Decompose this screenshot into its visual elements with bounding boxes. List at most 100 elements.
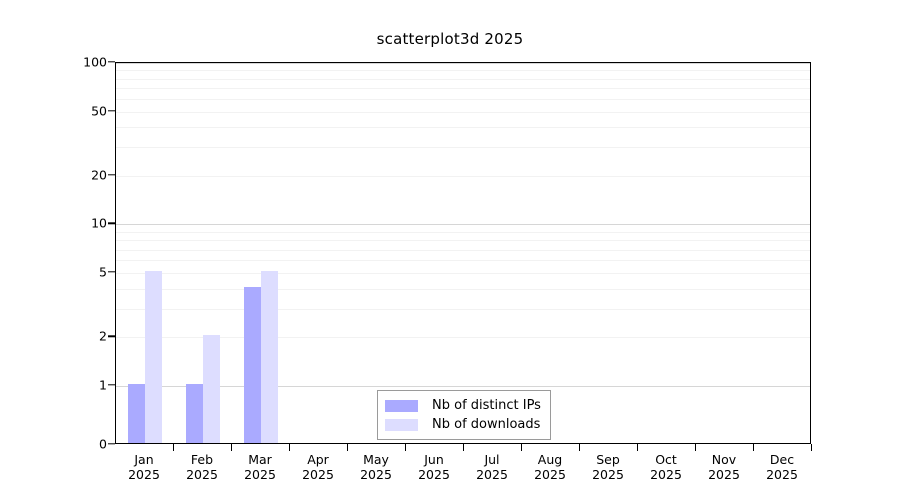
plot-inner <box>116 63 810 443</box>
x-tick-mark <box>463 444 465 451</box>
y-tick-mark <box>108 335 115 338</box>
gridline <box>116 70 810 72</box>
bar-downloads-mar <box>261 271 279 443</box>
y-tick-mark <box>108 271 115 273</box>
y-tick-mark <box>108 222 115 225</box>
x-tick-label: Oct 2025 <box>650 452 682 482</box>
gridline <box>116 127 810 129</box>
x-tick-label-line: 2025 <box>302 467 334 482</box>
y-tick-mark <box>108 443 115 445</box>
x-tick-label: Mar 2025 <box>244 452 276 482</box>
x-tick-label-line: Sep <box>596 452 620 467</box>
gridline <box>116 385 810 387</box>
gridline <box>116 249 810 251</box>
bar-ips-mar <box>243 286 261 443</box>
x-tick-label: Feb 2025 <box>186 452 218 482</box>
y-tick-label: 100 <box>83 54 107 70</box>
x-tick-label: Apr 2025 <box>302 452 334 482</box>
legend: Nb of distinct IPs Nb of downloads <box>377 390 551 440</box>
bar-downloads-jan <box>145 271 163 443</box>
x-tick-mark <box>811 444 813 451</box>
x-tick-label-line: 2025 <box>766 467 798 482</box>
bar-ips-feb <box>185 383 203 443</box>
x-tick-label-line: May <box>363 452 389 467</box>
gridline <box>116 147 810 149</box>
x-tick-label: May 2025 <box>360 452 392 482</box>
x-tick-label-line: 2025 <box>534 467 566 482</box>
bar-downloads-feb <box>203 335 221 443</box>
legend-item: Nb of downloads <box>385 415 541 434</box>
x-tick-label: Sep 2025 <box>592 452 624 482</box>
gridline <box>116 240 810 242</box>
bar-ips-jan <box>127 383 145 443</box>
x-tick-label-line: Feb <box>190 452 214 467</box>
y-tick-label: 50 <box>91 103 107 119</box>
legend-label: Nb of distinct IPs <box>432 398 541 413</box>
legend-swatch <box>385 399 418 412</box>
gridline <box>116 231 810 233</box>
plot-area <box>115 62 811 444</box>
y-tick-label: 20 <box>91 167 107 183</box>
x-tick-mark <box>405 444 407 451</box>
x-tick-mark <box>637 444 639 451</box>
legend-item: Nb of distinct IPs <box>385 396 541 415</box>
x-tick-label-line: 2025 <box>708 467 740 482</box>
x-tick-label-line: Apr <box>307 452 329 467</box>
x-tick-label-line: 2025 <box>128 467 160 482</box>
gridline <box>116 337 810 339</box>
gridline <box>116 78 810 80</box>
x-tick-label-line: 2025 <box>360 467 392 482</box>
gridline <box>116 308 810 310</box>
x-tick-mark <box>231 444 233 451</box>
x-tick-mark <box>579 444 581 451</box>
x-tick-label-line: Aug <box>537 452 563 467</box>
gridline <box>116 224 810 226</box>
x-tick-label: Dec 2025 <box>766 452 798 482</box>
page-title: scatterplot3d 2025 <box>376 30 524 48</box>
x-tick-label-line: Mar <box>248 452 272 467</box>
x-tick-label-line: Oct <box>655 452 677 467</box>
x-tick-mark <box>173 444 175 451</box>
y-tick-label: 1 <box>99 377 107 393</box>
legend-swatch <box>385 418 418 431</box>
x-tick-label-line: 2025 <box>650 467 682 482</box>
gridline <box>116 88 810 89</box>
gridline <box>116 288 810 290</box>
x-tick-mark <box>521 444 523 451</box>
x-tick-label-line: 2025 <box>186 467 218 482</box>
gridline <box>116 260 810 262</box>
gridline <box>116 273 810 275</box>
x-tick-label-line: Nov <box>711 452 737 467</box>
x-tick-mark <box>347 444 349 451</box>
x-tick-label-line: Jun <box>424 452 444 467</box>
x-tick-label-line: 2025 <box>418 467 450 482</box>
x-tick-mark <box>289 444 291 451</box>
x-tick-label: Jan 2025 <box>128 452 160 482</box>
x-tick-label: Nov 2025 <box>708 452 740 482</box>
y-tick-mark <box>108 61 115 63</box>
legend-label: Nb of downloads <box>432 417 541 432</box>
x-tick-label-line: 2025 <box>244 467 276 482</box>
y-tick-label: 10 <box>91 215 107 231</box>
y-tick-mark <box>108 174 115 176</box>
y-tick-label: 5 <box>99 264 107 280</box>
y-tick-label: 0 <box>99 436 107 452</box>
x-tick-label-line: Dec <box>769 452 795 467</box>
y-tick-mark <box>108 384 115 386</box>
gridline <box>116 111 810 113</box>
x-tick-label: Jul 2025 <box>476 452 508 482</box>
x-tick-label-line: 2025 <box>476 467 508 482</box>
gridline <box>116 63 810 64</box>
y-tick-mark <box>108 109 115 112</box>
x-tick-label-line: Jan <box>134 452 154 467</box>
gridline <box>116 98 810 100</box>
x-tick-label: Aug 2025 <box>534 452 566 482</box>
x-tick-label-line: Jul <box>484 452 500 467</box>
y-tick-label: 2 <box>99 328 107 344</box>
gridline <box>116 175 810 177</box>
x-tick-mark <box>695 444 697 451</box>
x-tick-label: Jun 2025 <box>418 452 450 482</box>
x-tick-mark <box>753 444 755 451</box>
x-tick-label-line: 2025 <box>592 467 624 482</box>
